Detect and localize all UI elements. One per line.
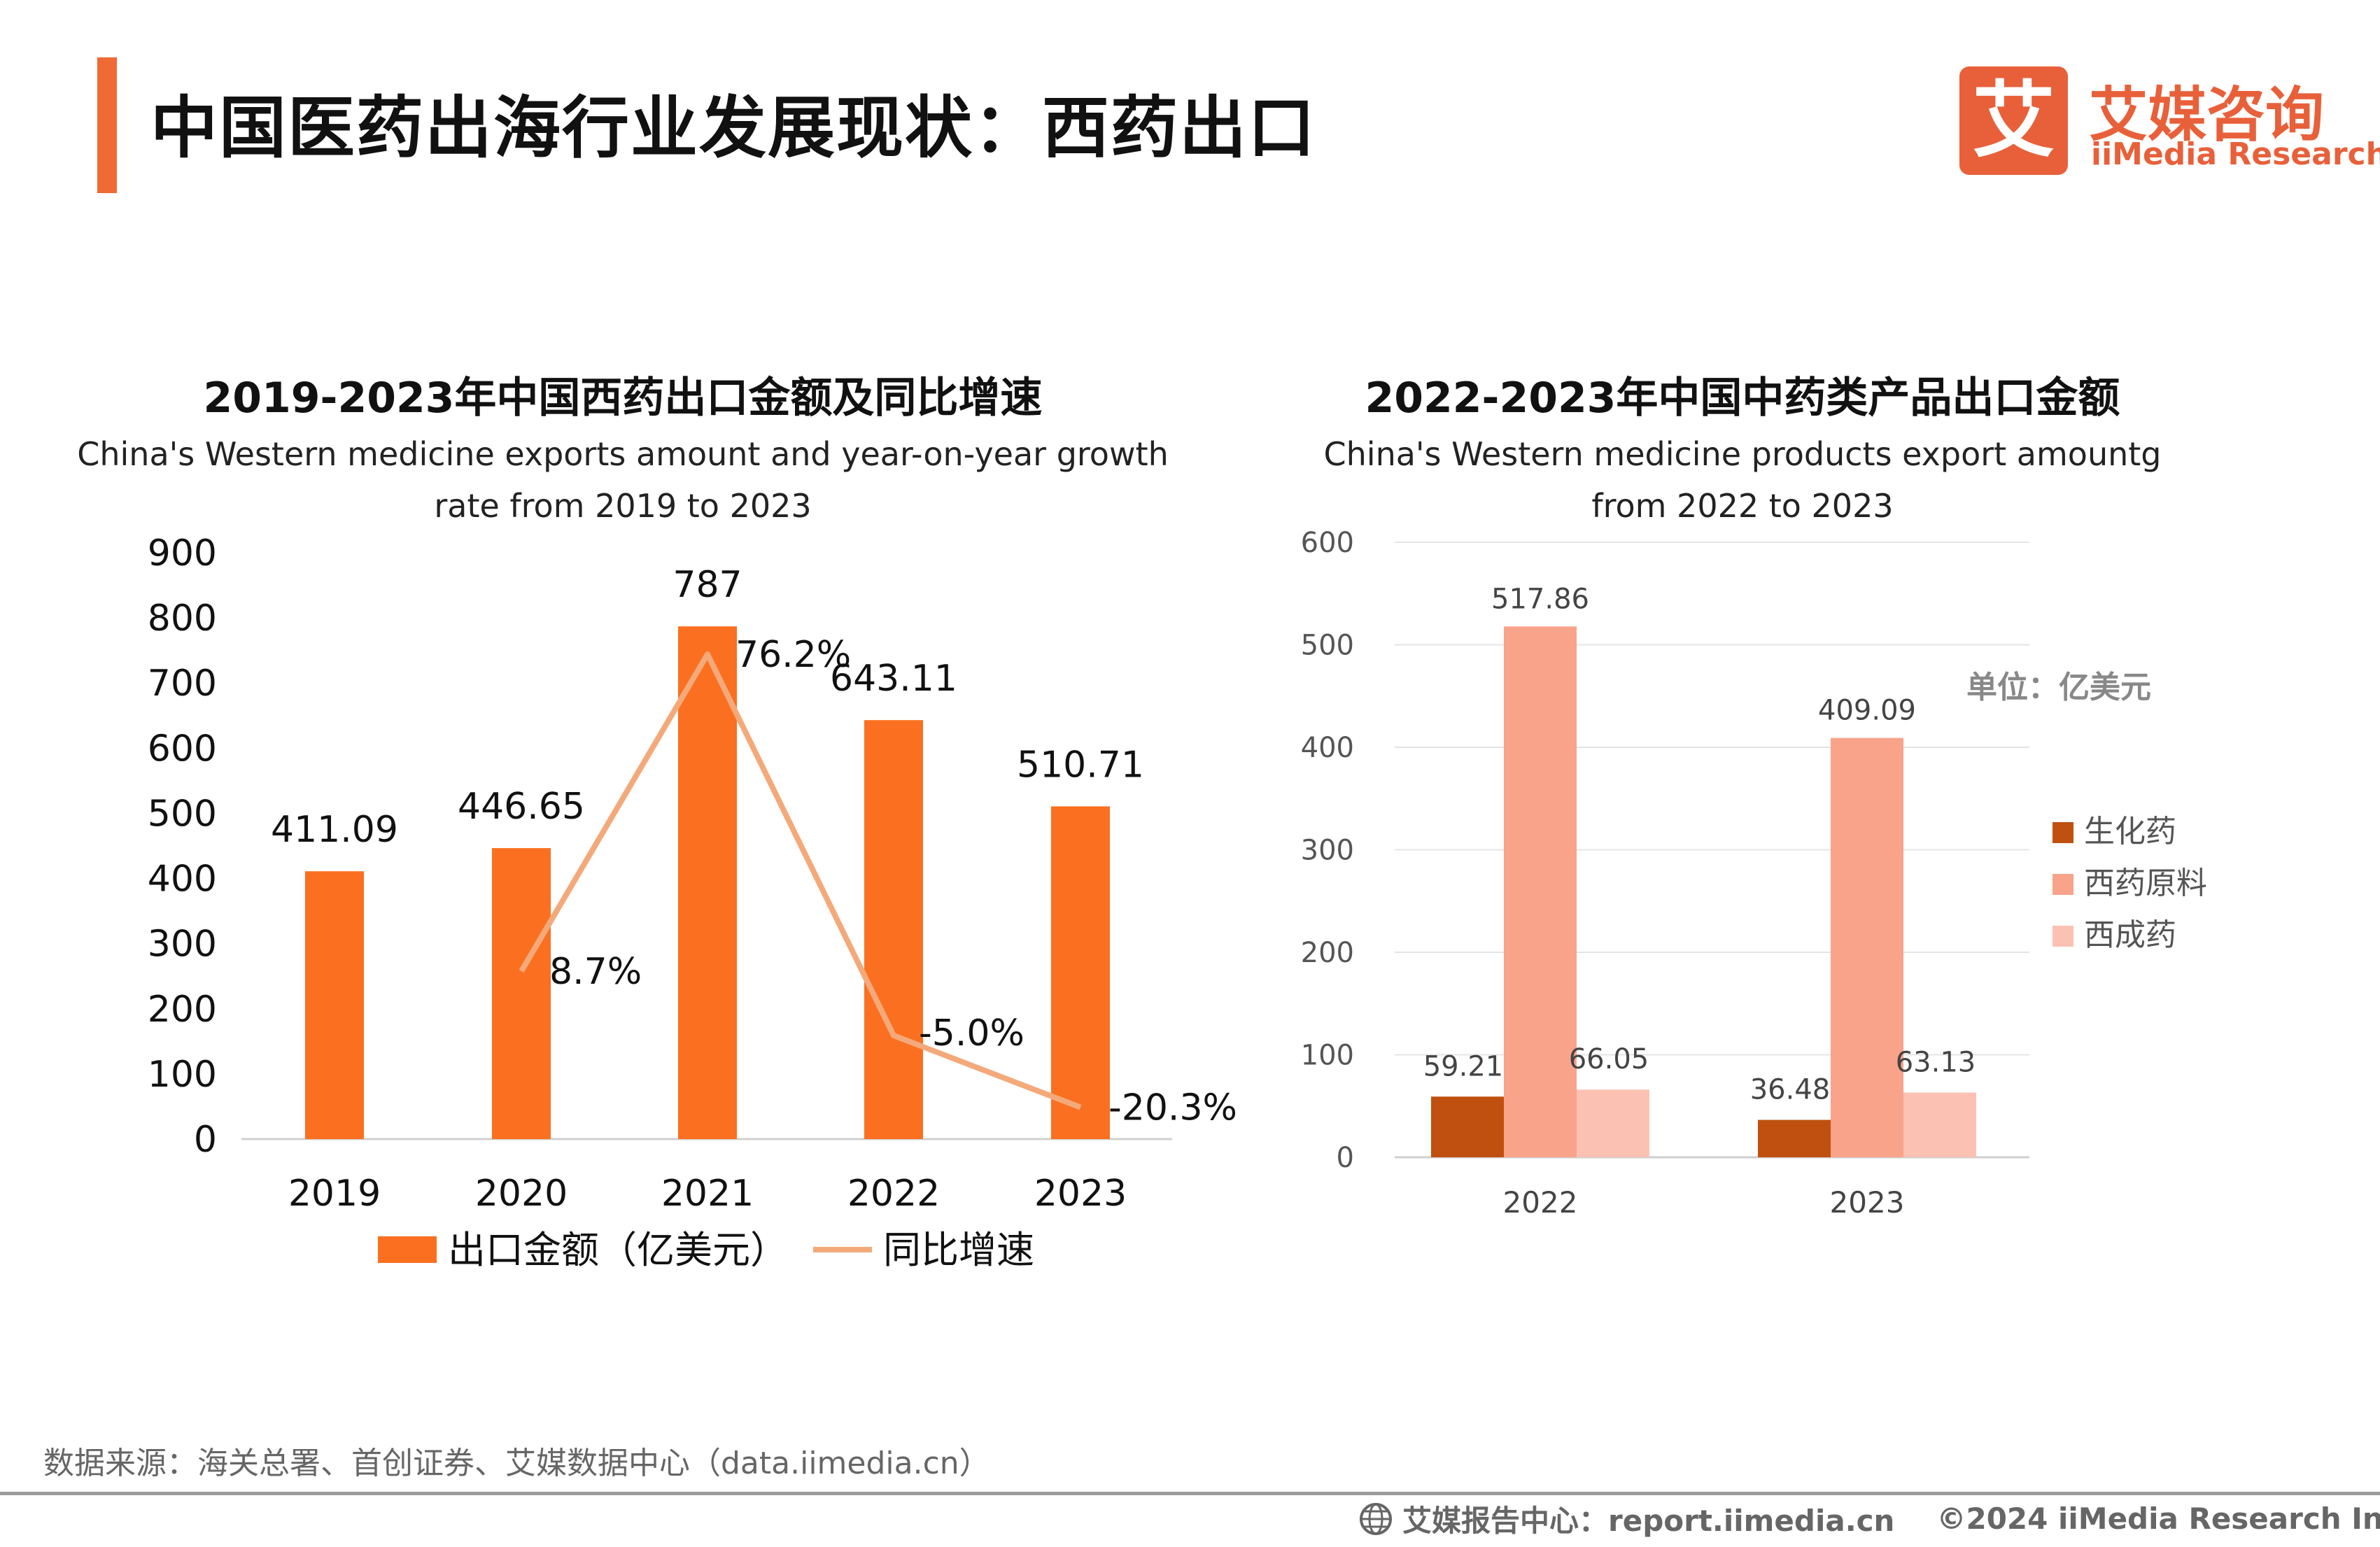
y-tick-label: 500: [148, 793, 217, 835]
bar-value-label: 66.05: [1569, 1043, 1649, 1075]
y-tick-label: 600: [1301, 527, 1354, 559]
iimedia-logo: 艾 艾媒咨询 iiMedia Research: [1959, 66, 2380, 178]
legend-swatch-西药原料: [2052, 874, 2073, 895]
bar-生化药-2023: [1758, 1119, 1831, 1157]
x-tick-label: 2022: [1503, 1185, 1578, 1220]
chart2-subtitle-line2: from 2022 to 2023: [1591, 487, 1894, 525]
legend-label-export: 出口金额（亿美元）: [448, 1228, 788, 1272]
y-tick-label: 100: [1301, 1040, 1354, 1072]
bar-value-label: 409.09: [1818, 695, 1916, 727]
x-tick-label: 2023: [1830, 1185, 1905, 1220]
bar-value-label: 59.21: [1423, 1050, 1504, 1082]
legend-swatch-生化药: [2052, 822, 2073, 843]
bar-value-label: 517.86: [1491, 583, 1589, 615]
legend-swatch-西成药: [2052, 926, 2073, 947]
x-tick-label: 2022: [847, 1173, 940, 1215]
bar-value-label: 510.71: [1017, 744, 1144, 786]
chart1-title: 2019-2023年中国西药出口金额及同比增速: [203, 374, 1043, 423]
bar-西药原料-2023: [1831, 737, 1903, 1157]
legend-label-growth: 同比增速: [883, 1228, 1034, 1272]
bar-export-2021: [678, 626, 737, 1139]
y-tick-label: 200: [1301, 937, 1354, 969]
bar-export-2023: [1051, 806, 1110, 1139]
legend-label: 生化药: [2084, 814, 2176, 849]
bar-生化药-2022: [1431, 1096, 1504, 1157]
y-tick-label: 400: [1301, 732, 1354, 764]
y-tick-label: 900: [148, 532, 217, 574]
y-tick-label: 800: [148, 598, 217, 640]
bar-西成药-2023: [1903, 1092, 1976, 1157]
y-tick-label: 0: [194, 1119, 217, 1161]
chart1-subtitle-line2: rate from 2019 to 2023: [434, 487, 812, 525]
y-tick-label: 200: [148, 989, 217, 1031]
footer-copyright: ©2024 iiMedia Research Inc: [1936, 1502, 2380, 1536]
x-tick-label: 2023: [1034, 1173, 1127, 1215]
y-tick-label: 700: [148, 663, 217, 705]
growth-rate-label: 76.2%: [735, 634, 851, 676]
bar-export-2019: [305, 871, 364, 1139]
logo-icon: [1959, 66, 2068, 175]
y-tick-label: 300: [148, 924, 217, 966]
growth-rate-label: 8.7%: [549, 951, 642, 993]
footer: 艾媒报告中心：report.iimedia.cn ©2024 iiMedia R…: [1358, 1497, 2380, 1540]
chart1-subtitle: China's Western medicine exports amount …: [70, 428, 1176, 532]
x-tick-label: 2021: [661, 1173, 754, 1215]
legend-swatch-export: [378, 1236, 437, 1263]
y-tick-label: 600: [148, 728, 217, 770]
y-tick-label: 400: [148, 859, 217, 900]
y-tick-label: 0: [1337, 1142, 1354, 1174]
page-title: 中国医药出海行业发展现状：西药出口: [150, 89, 1316, 167]
chart1-subtitle-line1: China's Western medicine exports amount …: [77, 435, 1169, 473]
growth-rate-line: [519, 651, 1082, 1110]
growth-rate-label: -20.3%: [1108, 1087, 1237, 1129]
bar-export-2020: [492, 848, 551, 1139]
y-tick-label: 500: [1301, 630, 1354, 662]
legend-label: 西成药: [2084, 917, 2176, 953]
bar-value-label: 63.13: [1896, 1047, 1976, 1079]
x-tick-label: 2019: [288, 1173, 381, 1215]
growth-rate-label: -5.0%: [919, 1012, 1024, 1054]
footer-divider: [0, 1492, 2380, 1495]
footer-report-center[interactable]: 艾媒报告中心：report.iimedia.cn: [1402, 1504, 1895, 1538]
bar-value-label: 787: [673, 564, 742, 606]
bar-export-2022: [864, 720, 923, 1139]
logo-text-cn: 艾媒咨询: [2089, 80, 2325, 149]
bar-西药原料-2022: [1504, 626, 1577, 1157]
bar-value-label: 446.65: [458, 786, 585, 828]
x-tick-label: 2020: [475, 1173, 568, 1215]
bar-value-label: 411.09: [271, 809, 398, 851]
logo-text-en: iiMedia Research: [2091, 136, 2380, 172]
chart2-subtitle-line1: China's Western medicine products export…: [1323, 435, 2162, 473]
legend-label: 西药原料: [2084, 866, 2207, 901]
bar-value-label: 36.48: [1750, 1074, 1831, 1106]
chart2-title: 2022-2023年中国中药类产品出口金额: [1365, 374, 2120, 423]
data-source-note: 数据来源：海关总署、首创证券、艾媒数据中心（data.iimedia.cn）: [43, 1446, 990, 1481]
y-tick-label: 300: [1301, 835, 1354, 867]
globe-icon: [1360, 1502, 1392, 1535]
chart2-subtitle: China's Western medicine products export…: [1295, 428, 2190, 532]
logo-icon-char: 艾: [1972, 72, 2055, 169]
title-accent-bar: [97, 57, 117, 193]
bar-西成药-2022: [1577, 1089, 1649, 1157]
unit-label: 单位：亿美元: [1966, 670, 2151, 705]
bar-value-label: 643.11: [830, 658, 957, 700]
y-tick-label: 100: [148, 1054, 217, 1096]
